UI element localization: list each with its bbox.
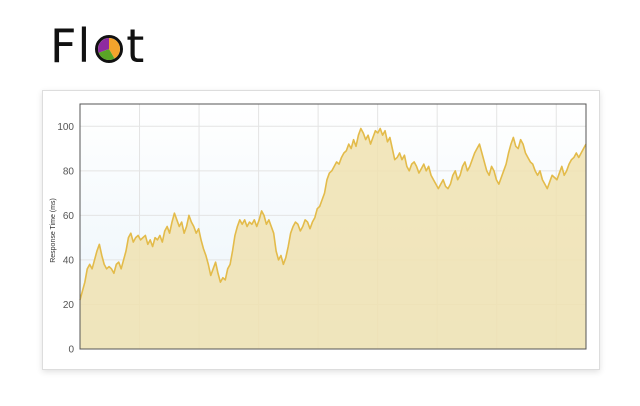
series-line: [79, 127, 587, 301]
series-area-fill: [80, 128, 586, 349]
logo-text-prefix: Fl: [50, 19, 92, 73]
y-tick-label: 20: [63, 300, 75, 311]
y-tick-label: 80: [63, 166, 75, 177]
logo-slice-purple: [98, 38, 110, 53]
logo-slice-orange: [109, 38, 121, 59]
chart-container: 0 20 40 60 80 100 Response Time (ms): [42, 90, 600, 370]
logo-text-suffix: t: [126, 19, 146, 73]
pie-chart-icon: [95, 35, 124, 63]
response-time-chart: 0 20 40 60 80 100 Response Time (ms): [50, 103, 587, 356]
flot-logo: Fl t: [50, 18, 145, 74]
y-axis-title: Response Time (ms): [50, 198, 57, 263]
plot-border: [79, 103, 587, 350]
y-tick-label: 40: [63, 255, 75, 266]
y-tick-label: 100: [57, 122, 74, 133]
y-axis-ticks: 0 20 40 60 80 100: [57, 122, 74, 356]
y-tick-label: 0: [68, 345, 74, 356]
y-tick-label: 60: [63, 211, 75, 222]
logo-slice-green: [98, 49, 115, 60]
